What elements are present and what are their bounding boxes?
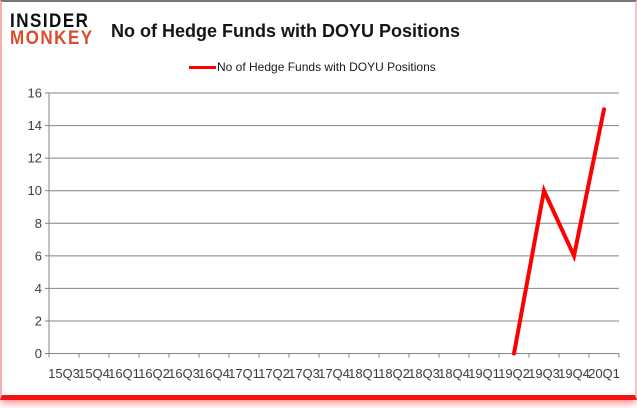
x-axis-label: 18Q4 [438, 366, 470, 381]
x-axis-label: 17Q1 [228, 366, 260, 381]
x-axis-label: 19Q1 [468, 366, 500, 381]
y-axis-label: 14 [28, 118, 42, 133]
legend-label: No of Hedge Funds with DOYU Positions [217, 60, 436, 74]
x-axis-label: 19Q2 [498, 366, 530, 381]
chart-legend: No of Hedge Funds with DOYU Positions [189, 60, 436, 74]
legend-line-swatch [189, 65, 216, 69]
y-axis-label: 0 [35, 346, 42, 361]
x-axis-label: 15Q4 [78, 366, 110, 381]
y-axis-label: 2 [35, 313, 42, 328]
x-axis-label: 17Q3 [288, 366, 320, 381]
x-axis-label: 15Q3 [48, 366, 80, 381]
x-axis-label: 18Q1 [348, 366, 380, 381]
y-axis-label: 4 [35, 281, 42, 296]
x-axis-label: 17Q2 [258, 366, 290, 381]
y-axis-label: 8 [35, 216, 42, 231]
x-axis-label: 16Q2 [138, 366, 170, 381]
x-axis-label: 18Q3 [408, 366, 440, 381]
x-axis-label: 16Q1 [108, 366, 140, 381]
chart-title: No of Hedge Funds with DOYU Positions [111, 21, 460, 41]
x-axis-label: 20Q1 [588, 366, 620, 381]
logo-text-insider: INSIDER [10, 9, 90, 32]
x-axis-label: 16Q3 [168, 366, 200, 381]
x-axis-label: 17Q4 [318, 366, 350, 381]
series-line [512, 107, 606, 356]
x-axis-label: 19Q3 [528, 366, 560, 381]
y-axis-label: 12 [28, 151, 42, 166]
x-axis-label: 18Q2 [378, 366, 410, 381]
y-axis-label: 10 [28, 183, 42, 198]
y-axis-label: 16 [28, 86, 42, 101]
logo-text-monkey: MONKEY [10, 26, 94, 49]
y-axis-label: 6 [35, 248, 42, 263]
x-axis-label: 19Q4 [558, 366, 590, 381]
x-axis-label: 16Q4 [198, 366, 230, 381]
insider-monkey-logo: INSIDER MONKEY [10, 9, 94, 49]
